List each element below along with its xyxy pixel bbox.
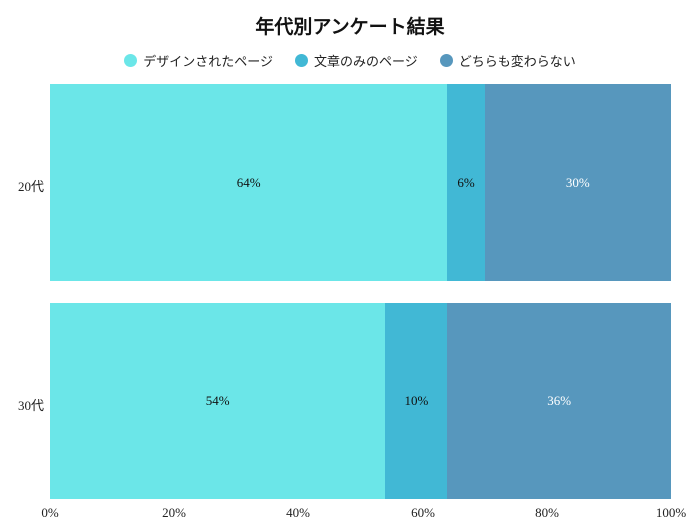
x-tick: 80%: [535, 505, 559, 520]
bar-segment-no-difference[interactable]: 36%: [447, 303, 671, 499]
legend-dot-icon: [124, 54, 138, 67]
y-axis-label-20s: 20代: [17, 179, 44, 194]
bar-segment-no-difference[interactable]: 30%: [484, 84, 671, 281]
legend-item-text-only[interactable]: 文章のみのページ: [294, 51, 418, 70]
x-tick: 20%: [162, 505, 186, 520]
legend-label: 文章のみのページ: [313, 55, 418, 70]
legend-label: どちらも変わらない: [458, 55, 576, 70]
bar-segment-text-only[interactable]: 10%: [385, 303, 448, 499]
legend: デザインされたページ 文章のみのページ どちらも変わらない: [0, 51, 700, 70]
x-tick: 100%: [655, 505, 687, 520]
x-tick: 60%: [411, 505, 435, 520]
plot-area: 64% 6% 30% 54% 10% 36%: [50, 84, 671, 499]
x-tick: 0%: [41, 505, 59, 520]
x-tick: 40%: [286, 505, 310, 520]
bar-30s: 54% 10% 36%: [50, 303, 671, 499]
legend-item-no-difference[interactable]: どちらも変わらない: [439, 51, 576, 70]
bar-segment-text-only[interactable]: 6%: [447, 84, 485, 281]
y-axis-label-30s: 30代: [17, 398, 44, 413]
legend-dot-icon: [294, 54, 308, 67]
bar-20s: 64% 6% 30%: [50, 84, 671, 281]
legend-label: デザインされたページ: [143, 55, 273, 70]
legend-item-designed[interactable]: デザインされたページ: [124, 51, 273, 70]
bar-segment-designed[interactable]: 64%: [50, 84, 448, 281]
bar-segment-designed[interactable]: 54%: [50, 303, 386, 499]
chart-title: 年代別アンケート結果: [255, 16, 445, 38]
legend-dot-icon: [439, 54, 453, 67]
